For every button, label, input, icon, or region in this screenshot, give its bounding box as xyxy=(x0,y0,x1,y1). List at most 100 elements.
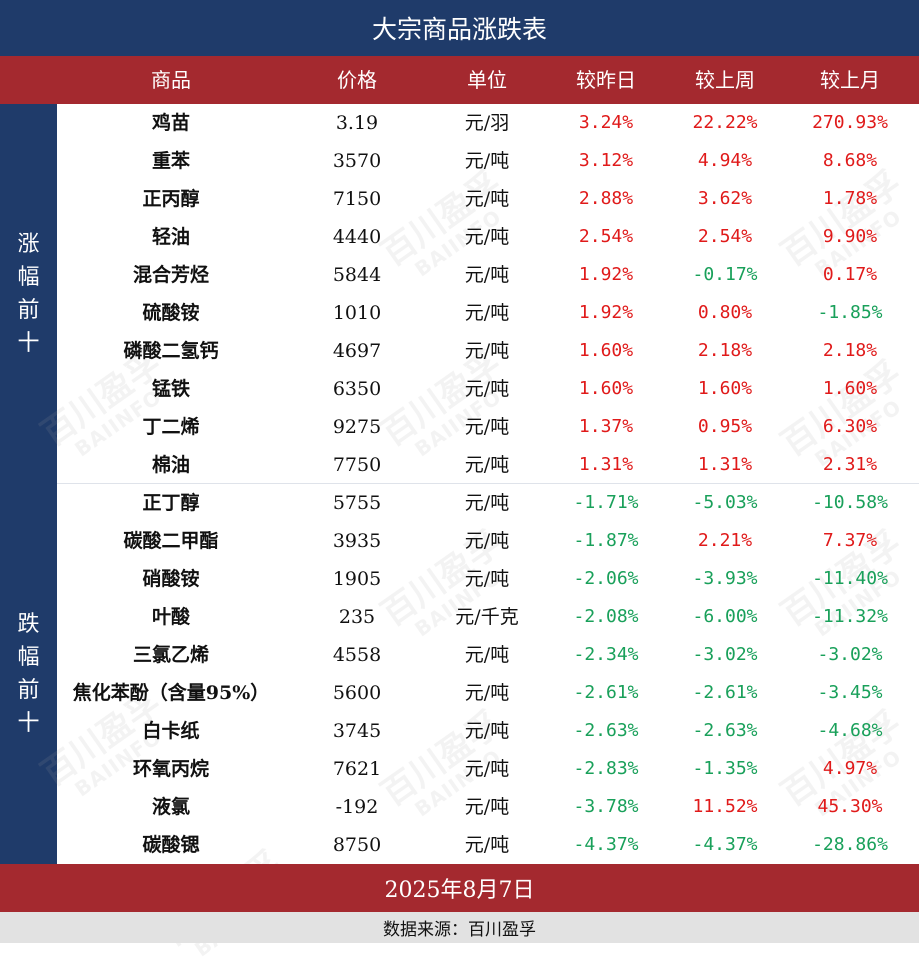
cell-vs-last-month: 0.17% xyxy=(822,264,878,285)
group-label-top-gainers: 涨幅前十 xyxy=(0,104,57,484)
cell-vs-last-month: 270.93% xyxy=(812,112,888,133)
table-row: 混合芳烃 5844 元/吨 1.92% -0.17% 0.17% xyxy=(57,256,919,294)
cell-price: 7750 xyxy=(332,454,382,476)
table-row: 液氯 -192 元/吨 -3.78% 11.52% 45.30% xyxy=(57,788,919,826)
cell-price: 4697 xyxy=(332,340,382,362)
cell-vs-last-month: 45.30% xyxy=(817,796,883,817)
table-row: 环氧丙烷 7621 元/吨 -2.83% -1.35% 4.97% xyxy=(57,750,919,788)
table-row: 棉油 7750 元/吨 1.31% 1.31% 2.31% xyxy=(57,446,919,484)
cell-unit: 元/吨 xyxy=(464,758,510,780)
cell-price: 6350 xyxy=(332,378,382,400)
cell-vs-last-month: 2.18% xyxy=(822,340,878,361)
cell-commodity: 焦化苯酚（含量95%） xyxy=(72,682,270,704)
cell-commodity: 白卡纸 xyxy=(142,720,200,742)
table-row: 锰铁 6350 元/吨 1.60% 1.60% 1.60% xyxy=(57,370,919,408)
cell-vs-last-month: 2.31% xyxy=(822,454,878,475)
cell-price: 235 xyxy=(338,606,376,628)
cell-commodity: 环氧丙烷 xyxy=(132,758,210,780)
cell-unit: 元/吨 xyxy=(464,264,510,286)
header-commodity: 商品 xyxy=(151,68,191,92)
table-row: 正丁醇 5755 元/吨 -1.71% -5.03% -10.58% xyxy=(57,484,919,522)
table-row: 丁二烯 9275 元/吨 1.37% 0.95% 6.30% xyxy=(57,408,919,446)
cell-price: -192 xyxy=(335,796,379,818)
cell-commodity: 正丙醇 xyxy=(142,188,200,210)
cell-vs-yesterday: -2.61% xyxy=(573,682,639,703)
cell-vs-last-week: 1.31% xyxy=(697,454,753,475)
table-row: 三氯乙烯 4558 元/吨 -2.34% -3.02% -3.02% xyxy=(57,636,919,674)
cell-unit: 元/吨 xyxy=(464,150,510,172)
table-row: 正丙醇 7150 元/吨 2.88% 3.62% 1.78% xyxy=(57,180,919,218)
cell-vs-yesterday: 1.31% xyxy=(578,454,634,475)
table-row: 硫酸铵 1010 元/吨 1.92% 0.80% -1.85% xyxy=(57,294,919,332)
table-row: 焦化苯酚（含量95%） 5600 元/吨 -2.61% -2.61% -3.45% xyxy=(57,674,919,712)
table-row: 碳酸锶 8750 元/吨 -4.37% -4.37% -28.86% xyxy=(57,826,919,864)
source-label: 数据来源：百川盈孚 xyxy=(0,912,919,943)
cell-vs-yesterday: -4.37% xyxy=(573,834,639,855)
cell-vs-yesterday: -1.87% xyxy=(573,530,639,551)
header-price: 价格 xyxy=(337,68,377,92)
table-row: 鸡苗 3.19 元/羽 3.24% 22.22% 270.93% xyxy=(57,104,919,142)
cell-vs-last-week: -2.61% xyxy=(692,682,758,703)
cell-price: 3570 xyxy=(332,150,382,172)
group-label-top-losers: 跌幅前十 xyxy=(0,484,57,864)
cell-unit: 元/吨 xyxy=(464,834,510,856)
cell-vs-yesterday: -1.71% xyxy=(573,492,639,513)
cell-vs-last-month: -10.58% xyxy=(812,492,888,513)
cell-unit: 元/吨 xyxy=(464,226,510,248)
cell-commodity: 硫酸铵 xyxy=(142,302,200,324)
cell-vs-last-week: 11.52% xyxy=(692,796,758,817)
cell-vs-last-month: 7.37% xyxy=(822,530,878,551)
cell-unit: 元/吨 xyxy=(464,568,510,590)
cell-vs-last-week: -3.93% xyxy=(692,568,758,589)
cell-vs-last-month: -11.40% xyxy=(812,568,888,589)
cell-commodity: 混合芳烃 xyxy=(132,264,210,286)
cell-vs-yesterday: -2.63% xyxy=(573,720,639,741)
cell-vs-last-week: 2.21% xyxy=(697,530,753,551)
cell-price: 4558 xyxy=(332,644,382,666)
cell-unit: 元/吨 xyxy=(464,796,510,818)
cell-unit: 元/千克 xyxy=(455,606,519,628)
cell-vs-last-week: 0.80% xyxy=(697,302,753,323)
header-unit: 单位 xyxy=(467,68,507,92)
cell-unit: 元/吨 xyxy=(464,454,510,476)
header-vs-last-month: 较上月 xyxy=(820,68,880,92)
table-row: 磷酸二氢钙 4697 元/吨 1.60% 2.18% 2.18% xyxy=(57,332,919,370)
cell-unit: 元/吨 xyxy=(464,644,510,666)
cell-vs-last-week: -3.02% xyxy=(692,644,758,665)
cell-unit: 元/吨 xyxy=(464,530,510,552)
cell-unit: 元/吨 xyxy=(464,416,510,438)
table-row: 白卡纸 3745 元/吨 -2.63% -2.63% -4.68% xyxy=(57,712,919,750)
cell-price: 3.19 xyxy=(335,112,379,134)
cell-vs-yesterday: -2.34% xyxy=(573,644,639,665)
cell-vs-last-month: -11.32% xyxy=(812,606,888,627)
cell-vs-yesterday: 1.92% xyxy=(578,302,634,323)
cell-unit: 元/吨 xyxy=(464,188,510,210)
cell-vs-last-week: -6.00% xyxy=(692,606,758,627)
cell-price: 8750 xyxy=(332,834,382,856)
page-title: 大宗商品涨跌表 xyxy=(0,0,919,56)
cell-commodity: 碳酸二甲酯 xyxy=(123,530,219,552)
cell-vs-yesterday: 1.60% xyxy=(578,378,634,399)
cell-commodity: 鸡苗 xyxy=(151,112,191,134)
cell-vs-last-week: 0.95% xyxy=(697,416,753,437)
cell-commodity: 液氯 xyxy=(151,796,191,818)
cell-price: 7150 xyxy=(332,188,382,210)
cell-price: 4440 xyxy=(332,226,382,248)
cell-commodity: 叶酸 xyxy=(151,606,191,628)
cell-commodity: 棉油 xyxy=(151,454,191,476)
cell-unit: 元/羽 xyxy=(464,112,510,134)
cell-vs-yesterday: 1.37% xyxy=(578,416,634,437)
cell-unit: 元/吨 xyxy=(464,302,510,324)
cell-price: 1905 xyxy=(332,568,382,590)
cell-vs-last-month: 1.78% xyxy=(822,188,878,209)
cell-vs-last-week: -5.03% xyxy=(692,492,758,513)
cell-vs-last-month: -3.45% xyxy=(817,682,883,703)
cell-vs-last-month: -1.85% xyxy=(817,302,883,323)
cell-vs-last-week: 2.18% xyxy=(697,340,753,361)
cell-vs-last-month: 1.60% xyxy=(822,378,878,399)
cell-vs-yesterday: 3.12% xyxy=(578,150,634,171)
cell-vs-yesterday: -2.08% xyxy=(573,606,639,627)
cell-vs-last-month: 9.90% xyxy=(822,226,878,247)
cell-unit: 元/吨 xyxy=(464,340,510,362)
cell-vs-last-month: -28.86% xyxy=(812,834,888,855)
